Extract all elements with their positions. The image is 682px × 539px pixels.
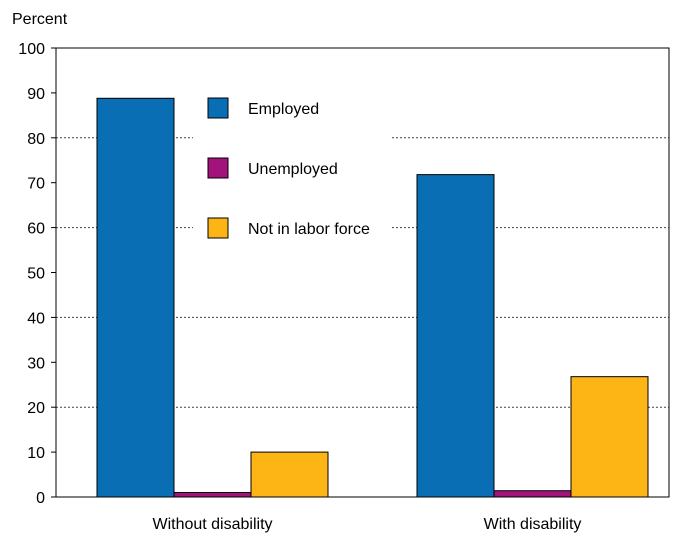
y-axis-ticks: 0 10 20 30 40 50 60 70 80 90 100 xyxy=(18,41,56,507)
bar-unemployed xyxy=(173,492,252,498)
legend-label: Employed xyxy=(248,101,319,118)
y-tick-label: 60 xyxy=(27,221,45,238)
y-tick-label: 40 xyxy=(27,310,45,327)
y-tick-label: 90 xyxy=(27,86,45,103)
y-tick-label: 100 xyxy=(18,41,45,58)
y-tick-label: 30 xyxy=(27,355,45,372)
legend: Employed Unemployed Not in labor force xyxy=(207,97,370,239)
bar-employed xyxy=(96,97,175,498)
x-category-label: With disability xyxy=(484,516,582,533)
y-tick-label: 80 xyxy=(27,131,45,148)
y-tick-label: 50 xyxy=(27,266,45,283)
y-tick-label: 0 xyxy=(36,490,45,507)
y-axis-title: Percent xyxy=(12,11,68,28)
bar-unemployed xyxy=(493,490,572,498)
y-tick-label: 20 xyxy=(27,400,45,417)
legend-swatch xyxy=(207,217,229,239)
legend-swatch xyxy=(207,97,229,119)
y-tick-label: 10 xyxy=(27,445,45,462)
x-category-label: Without disability xyxy=(152,516,272,533)
bars xyxy=(96,97,649,498)
x-axis-labels: Without disability With disability xyxy=(152,516,581,533)
legend-label: Not in labor force xyxy=(248,221,370,238)
legend-label: Unemployed xyxy=(248,161,338,178)
legend-swatch xyxy=(207,157,229,179)
bar-employed xyxy=(416,174,495,498)
y-tick-label: 70 xyxy=(27,176,45,193)
bar-not-in-labor-force xyxy=(570,376,649,498)
bar-not-in-labor-force xyxy=(250,451,329,498)
